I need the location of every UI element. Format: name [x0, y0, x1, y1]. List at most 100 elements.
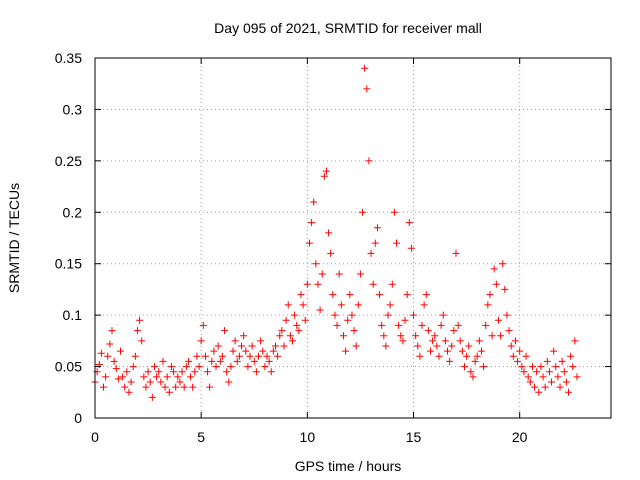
- data-point: [297, 291, 305, 299]
- data-point: [252, 368, 260, 376]
- data-point: [548, 378, 556, 386]
- data-point: [165, 388, 173, 396]
- data-point: [558, 357, 566, 365]
- data-point: [129, 363, 137, 371]
- data-point: [339, 332, 347, 340]
- data-point: [390, 208, 398, 216]
- data-point: [310, 198, 318, 206]
- data-point: [509, 352, 517, 360]
- data-point: [554, 373, 562, 381]
- data-point: [395, 321, 403, 329]
- data-point: [494, 316, 502, 324]
- data-point: [569, 363, 577, 371]
- y-tick-label: 0.25: [55, 153, 82, 169]
- data-points: [91, 64, 581, 401]
- data-point: [486, 291, 494, 299]
- data-point: [348, 311, 356, 319]
- data-point: [560, 368, 568, 376]
- data-point: [263, 352, 271, 360]
- data-point: [490, 265, 498, 273]
- y-tick-label: 0.1: [63, 307, 83, 323]
- data-point: [291, 311, 299, 319]
- data-point: [259, 347, 267, 355]
- data-point: [550, 347, 558, 355]
- data-point: [433, 342, 441, 350]
- data-point: [531, 383, 539, 391]
- data-point: [167, 363, 175, 371]
- x-tick-label: 0: [91, 429, 99, 445]
- data-point: [518, 363, 526, 371]
- data-point: [416, 352, 424, 360]
- data-point: [520, 368, 528, 376]
- data-point: [170, 368, 178, 376]
- x-tick-label: 5: [197, 429, 205, 445]
- data-point: [225, 378, 233, 386]
- data-point: [125, 388, 133, 396]
- data-point: [497, 332, 505, 340]
- data-point: [303, 280, 311, 288]
- data-point: [431, 332, 439, 340]
- data-point: [184, 357, 192, 365]
- x-tick-label: 20: [512, 429, 528, 445]
- data-point: [388, 280, 396, 288]
- data-point: [543, 357, 551, 365]
- data-point: [475, 337, 483, 345]
- data-point: [522, 352, 530, 360]
- data-point: [231, 337, 239, 345]
- data-point: [344, 316, 352, 324]
- data-point: [378, 321, 386, 329]
- data-point: [541, 383, 549, 391]
- data-point: [424, 327, 432, 335]
- data-point: [373, 224, 381, 232]
- data-point: [246, 352, 254, 360]
- data-point: [121, 383, 129, 391]
- data-point: [299, 301, 307, 309]
- data-point: [539, 373, 547, 381]
- data-point: [573, 373, 581, 381]
- data-point: [471, 357, 479, 365]
- data-point: [422, 291, 430, 299]
- data-point: [524, 373, 532, 381]
- data-point: [240, 332, 248, 340]
- data-point: [552, 363, 560, 371]
- data-point: [229, 347, 237, 355]
- chart-title: Day 095 of 2021, SRMTID for receiver mal…: [214, 20, 482, 36]
- data-point: [178, 368, 186, 376]
- data-point: [473, 352, 481, 360]
- data-point: [405, 219, 413, 227]
- data-point: [148, 393, 156, 401]
- data-point: [212, 363, 220, 371]
- data-point: [414, 342, 422, 350]
- data-point: [305, 239, 313, 247]
- data-point: [233, 357, 241, 365]
- data-point: [410, 311, 418, 319]
- data-point: [480, 363, 488, 371]
- data-point: [265, 357, 273, 365]
- data-point: [380, 332, 388, 340]
- data-point: [182, 363, 190, 371]
- data-point: [350, 327, 358, 335]
- data-point: [376, 291, 384, 299]
- data-point: [144, 368, 152, 376]
- data-point: [163, 373, 171, 381]
- data-point: [382, 342, 390, 350]
- data-point: [295, 327, 303, 335]
- data-point: [284, 301, 292, 309]
- data-point: [565, 388, 573, 396]
- data-point: [367, 249, 375, 257]
- data-point: [278, 327, 286, 335]
- data-point: [102, 373, 110, 381]
- data-point: [427, 347, 435, 355]
- data-point: [359, 208, 367, 216]
- data-point: [320, 172, 328, 180]
- data-point: [567, 352, 575, 360]
- data-point: [342, 347, 350, 355]
- data-point: [501, 285, 509, 293]
- x-axis-label: GPS time / hours: [295, 458, 402, 474]
- data-point: [235, 352, 243, 360]
- data-point: [528, 363, 536, 371]
- data-point: [280, 342, 288, 350]
- data-point: [250, 357, 258, 365]
- data-point: [108, 327, 116, 335]
